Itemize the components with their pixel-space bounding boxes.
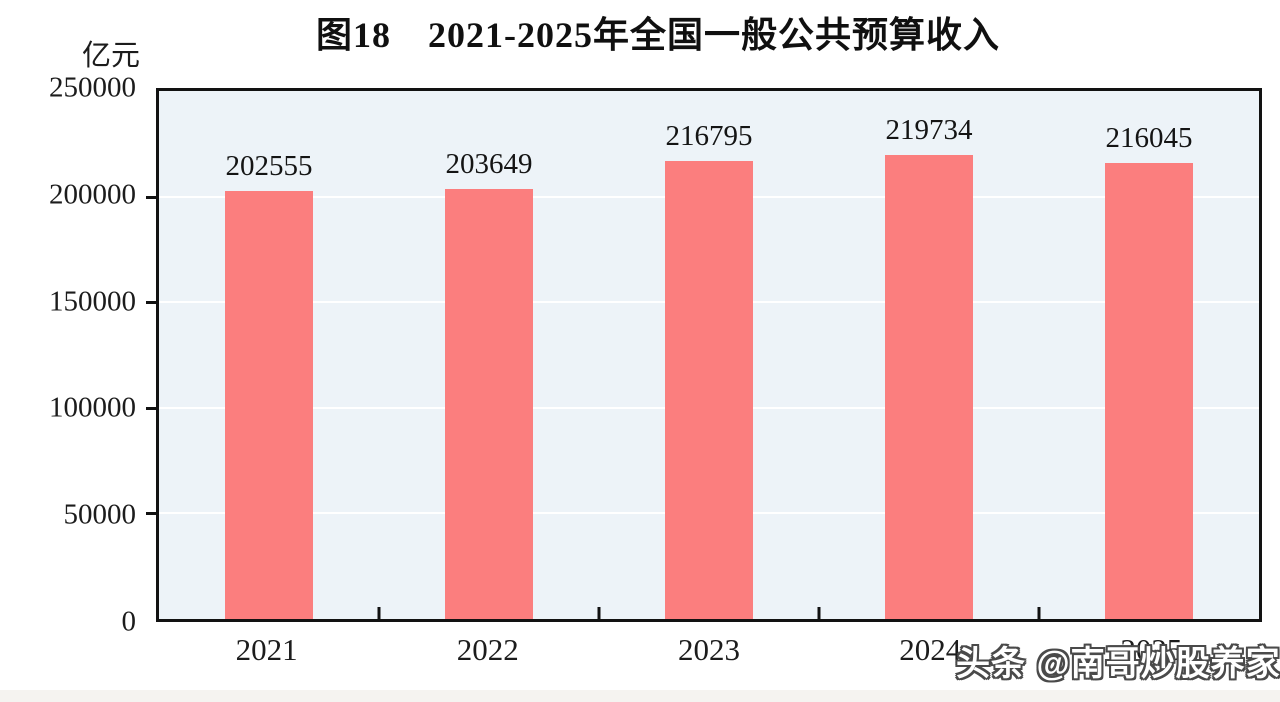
bar-value-label: 219734: [885, 113, 973, 146]
y-axis-tick-label: 100000: [49, 391, 136, 424]
x-axis-tick-label: 2024: [899, 632, 962, 667]
bar-cell: 216045: [1039, 91, 1259, 619]
bar-value-label: 216045: [1105, 121, 1193, 154]
y-axis-tick-mark: [146, 406, 156, 410]
x-axis-tick-mark: [1037, 607, 1041, 619]
x-axis-tick-label: 2023: [678, 632, 740, 667]
plot-area: 202555 203649 216795 219734 216045: [146, 88, 1262, 622]
bar: [225, 191, 313, 619]
y-axis-tick-label: 150000: [49, 285, 136, 318]
x-axis-tick-mark: [597, 607, 601, 619]
bar: [665, 161, 753, 619]
y-axis-tick-label: 250000: [49, 71, 136, 104]
y-axis-tick-labels: 250000 200000 150000 100000 50000 0: [0, 72, 138, 638]
bar-value-label: 202555: [225, 150, 313, 183]
y-axis-tick-label: 200000: [49, 178, 136, 211]
x-axis-tick-labels: 2021 2022 2023 2024 2025: [156, 632, 1262, 668]
x-axis-tick-mark: [377, 607, 381, 619]
x-axis-tick-label: 2025: [1120, 632, 1183, 667]
bar: [445, 188, 533, 619]
bar-cell: 203649: [379, 91, 599, 619]
y-axis-tick-label: 50000: [63, 498, 137, 531]
y-axis-unit-label: 亿元: [81, 40, 140, 72]
bar-value-label: 203649: [445, 147, 533, 180]
y-axis-tick-mark: [146, 195, 156, 199]
y-axis-tick-mark: [146, 301, 156, 305]
bar: [1105, 162, 1193, 619]
bar-cell: 216795: [599, 91, 819, 619]
x-axis-tick-label: 2021: [235, 632, 298, 667]
y-axis-tick-mark: [146, 512, 156, 516]
x-axis-tick-label: 2022: [456, 632, 519, 667]
bar-value-label: 216795: [665, 120, 753, 153]
bottom-strip: [0, 690, 1280, 702]
bar-cell: 219734: [819, 91, 1039, 619]
bar-cell: 202555: [159, 91, 379, 619]
y-axis-tick-label: 0: [121, 605, 137, 638]
chart-title: 图18 2021-2025年全国一般公共预算收入: [316, 15, 1000, 55]
x-axis-tick-mark: [817, 607, 821, 619]
bar: [885, 154, 973, 619]
watermark-text: 头条 @南哥炒股养家: [956, 645, 1280, 683]
bars-layer: 202555 203649 216795 219734 216045: [159, 91, 1259, 619]
